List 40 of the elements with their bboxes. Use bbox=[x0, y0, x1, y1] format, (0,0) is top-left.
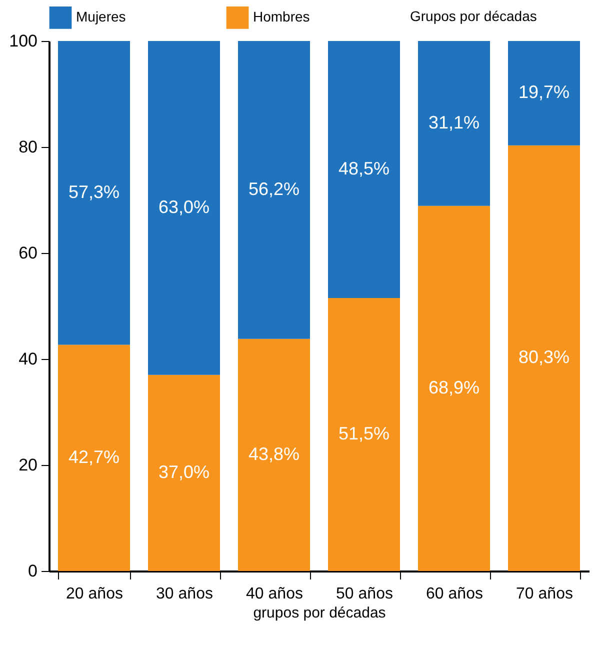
y-tick-label: 60 bbox=[18, 244, 38, 262]
data-label: 48,5% bbox=[338, 158, 390, 179]
bar bbox=[148, 374, 220, 571]
bar bbox=[328, 298, 400, 571]
data-label: 19,7% bbox=[518, 82, 570, 102]
y-tick-label: 40 bbox=[18, 350, 38, 368]
legend-label: Mujeres bbox=[76, 8, 126, 25]
data-label: 37,0% bbox=[158, 462, 210, 482]
x-tick-label: 40 años bbox=[246, 586, 303, 602]
x-tick-label: 70 años bbox=[516, 586, 573, 602]
data-label: 57,3% bbox=[68, 182, 120, 202]
y-tick-label: 80 bbox=[18, 138, 38, 156]
bar bbox=[418, 41, 490, 206]
y-tick-label: 100 bbox=[9, 32, 38, 50]
y-tick-label: 0 bbox=[28, 562, 38, 580]
bar bbox=[58, 344, 130, 571]
data-label: 80,3% bbox=[518, 347, 570, 368]
data-label: 63,0% bbox=[158, 196, 210, 217]
data-label: 43,8% bbox=[248, 444, 300, 464]
y-tick-label: 20 bbox=[18, 456, 38, 474]
x-axis-title: grupos por décadas bbox=[253, 604, 386, 622]
bar bbox=[328, 41, 400, 298]
data-label: 31,1% bbox=[428, 112, 480, 132]
data-label: 56,2% bbox=[248, 178, 300, 199]
bar bbox=[238, 41, 310, 339]
bar bbox=[418, 206, 490, 571]
bar bbox=[508, 41, 580, 146]
data-label: 51,5% bbox=[338, 424, 390, 444]
x-tick-label: 20 años bbox=[66, 586, 123, 602]
data-label: 42,7% bbox=[68, 446, 120, 467]
x-tick-label: 50 años bbox=[336, 586, 393, 602]
x-tick-label: 60 años bbox=[426, 586, 483, 602]
data-label: 68,9% bbox=[428, 377, 480, 398]
bar bbox=[58, 41, 130, 345]
bar bbox=[508, 145, 580, 571]
legend-label: Hombres bbox=[253, 8, 310, 25]
bar bbox=[148, 41, 220, 375]
legend-title: Grupos por décadas bbox=[410, 8, 537, 24]
bar bbox=[238, 338, 310, 571]
x-tick-label: 30 años bbox=[156, 586, 213, 602]
